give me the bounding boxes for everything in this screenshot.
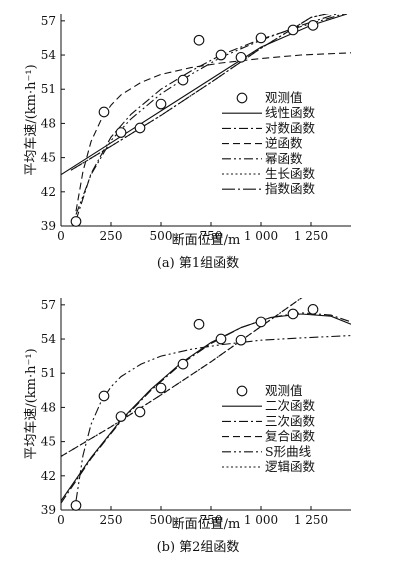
chart-panel-1: 0 250 500 750 1 000 1 250 39 42 45 48 51 54 57 断面位置/m…	[23, 14, 351, 271]
legend-label-6: 指数函数	[265, 181, 316, 196]
y-tick-label: 45	[41, 151, 56, 165]
x-tick-label: 1 000	[244, 229, 278, 243]
observation-point	[193, 318, 205, 330]
observation-point	[115, 411, 127, 422]
series-line-5	[70, 14, 329, 171]
observation-point	[307, 304, 319, 315]
series-line-5	[61, 298, 303, 457]
y-tick-label: 45	[41, 435, 56, 449]
observation-point	[70, 216, 82, 227]
chart-caption: (b) 第2组函数	[157, 540, 240, 555]
chart-caption: (a) 第1组函数	[157, 256, 239, 271]
y-tick-label: 54	[41, 332, 57, 346]
observation-point	[155, 98, 167, 110]
legend-marker-observation	[236, 385, 248, 397]
x-tick-label: 1 250	[294, 229, 328, 243]
legend-label-1: 线性函数	[265, 105, 316, 120]
x-axis-title: 断面位置/m	[172, 233, 241, 248]
chart-panel-2: 0 250 500 750 1 000 1 250 39 42 45 48 51 54 57 断面位置/m…	[23, 298, 351, 555]
y-tick-label: 39	[41, 503, 56, 517]
series-line-3	[75, 52, 351, 212]
x-tick-label: 1 000	[244, 513, 278, 527]
series-line-6	[70, 14, 329, 171]
x-tick-label: 250	[100, 513, 123, 527]
observation-point	[215, 49, 227, 61]
observation-point	[155, 382, 167, 394]
legend-label-3: 复合函数	[265, 429, 316, 444]
observation-point	[255, 32, 267, 44]
observation-point	[115, 127, 127, 138]
observation-point	[255, 316, 267, 328]
legend-label-4: 幂函数	[265, 151, 303, 166]
observation-point	[98, 106, 110, 118]
legend-label-4: S形曲线	[265, 444, 312, 459]
observation-point	[134, 122, 146, 134]
series-line-4	[75, 335, 351, 501]
observation-point	[287, 308, 299, 320]
observation-point	[307, 20, 319, 31]
legend-label-3: 逆函数	[265, 136, 303, 151]
x-tick-label: 500	[150, 513, 173, 527]
observation-point	[177, 74, 189, 86]
x-tick-label: 750	[200, 513, 223, 527]
y-tick-label: 54	[41, 48, 57, 62]
x-tick-label: 1 250	[294, 513, 328, 527]
x-tick-label: 750	[200, 229, 223, 243]
observation-point	[193, 34, 205, 46]
series-line-4	[75, 14, 339, 215]
y-tick-label: 39	[41, 219, 56, 233]
observation-point	[235, 334, 247, 346]
series-line-1	[61, 313, 351, 502]
observation-point	[177, 358, 189, 370]
y-tick-label: 51	[41, 366, 56, 380]
x-tick-label: 0	[57, 513, 65, 527]
observation-point	[134, 406, 146, 418]
y-tick-label: 57	[41, 14, 56, 28]
legend-label-5: 生长函数	[265, 166, 316, 181]
x-tick-label: 250	[100, 229, 123, 243]
y-tick-label: 48	[41, 116, 56, 130]
y-tick-label: 42	[41, 469, 56, 483]
y-tick-label: 42	[41, 185, 56, 199]
observation-point	[235, 51, 247, 63]
y-tick-label: 51	[41, 82, 56, 96]
x-tick-label: 0	[57, 229, 65, 243]
observation-point	[287, 24, 299, 36]
legend-label-1: 二次函数	[265, 398, 316, 413]
legend-label-5: 逻辑函数	[265, 459, 316, 474]
y-axis-title: 平均车速/(km·h⁻¹)	[23, 64, 39, 175]
observation-point	[70, 500, 82, 511]
y-tick-label: 48	[41, 400, 56, 414]
x-tick-label: 500	[150, 229, 173, 243]
observation-point	[98, 390, 110, 402]
x-axis-title: 断面位置/m	[172, 517, 241, 532]
y-tick-label: 57	[41, 298, 56, 312]
legend-label-2: 对数函数	[265, 120, 316, 135]
series-line-2	[75, 14, 346, 221]
legend-label-observation: 观测值	[265, 383, 303, 398]
observation-point	[215, 333, 227, 345]
legend-label-2: 三次函数	[265, 413, 316, 428]
y-axis-title: 平均车速/(km·h⁻¹)	[23, 348, 39, 459]
legend-marker-observation	[236, 92, 248, 104]
legend-label-observation: 观测值	[265, 90, 303, 105]
